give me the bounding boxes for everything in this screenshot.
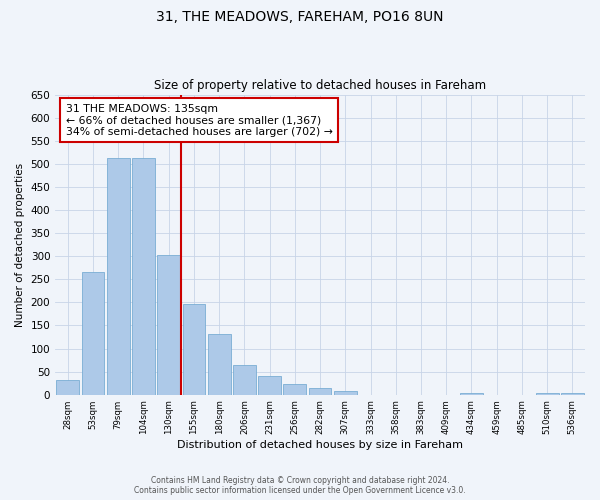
Text: 31, THE MEADOWS, FAREHAM, PO16 8UN: 31, THE MEADOWS, FAREHAM, PO16 8UN [156, 10, 444, 24]
Bar [182, 304, 205, 394]
Bar [334, 391, 356, 394]
Bar [233, 364, 256, 394]
Bar [107, 158, 130, 394]
Text: Contains HM Land Registry data © Crown copyright and database right 2024.
Contai: Contains HM Land Registry data © Crown c… [134, 476, 466, 495]
Text: 31 THE MEADOWS: 135sqm
← 66% of detached houses are smaller (1,367)
34% of semi-: 31 THE MEADOWS: 135sqm ← 66% of detached… [66, 104, 332, 137]
X-axis label: Distribution of detached houses by size in Fareham: Distribution of detached houses by size … [177, 440, 463, 450]
Bar [82, 272, 104, 394]
Bar [309, 388, 331, 394]
Bar [132, 158, 155, 394]
Bar [283, 384, 306, 394]
Bar [258, 376, 281, 394]
Bar [157, 256, 180, 394]
Bar [208, 334, 230, 394]
Y-axis label: Number of detached properties: Number of detached properties [15, 162, 25, 326]
Title: Size of property relative to detached houses in Fareham: Size of property relative to detached ho… [154, 79, 486, 92]
Bar [56, 380, 79, 394]
